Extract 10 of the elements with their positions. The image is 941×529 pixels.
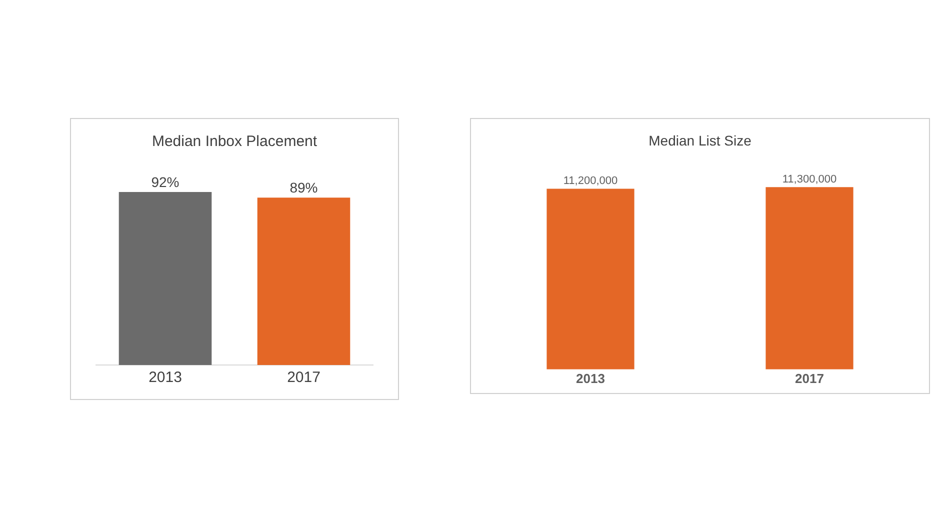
x-tick-label: 2017: [287, 369, 320, 386]
chart-title: Median Inbox Placement: [152, 133, 318, 150]
chart-title: Median List Size: [648, 132, 752, 148]
x-tick-label: 2017: [795, 370, 824, 386]
data-label: 11,300,000: [782, 174, 837, 186]
x-tick-label: 2013: [576, 370, 605, 386]
data-label: 11,200,000: [563, 175, 618, 188]
x-tick-label: 2013: [148, 369, 182, 386]
data-label: 92%: [151, 174, 180, 190]
data-label: 89%: [290, 180, 318, 196]
